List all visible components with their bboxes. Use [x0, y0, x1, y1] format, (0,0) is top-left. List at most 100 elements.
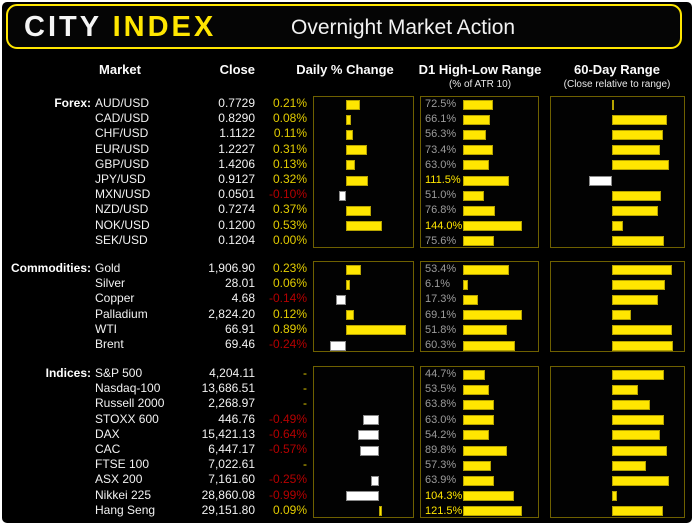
close-value-cell: 7,022.61	[208, 457, 255, 472]
column-header-60day-range: 60-Day Range	[574, 62, 660, 77]
market-name-cell: GBP/USD	[95, 156, 150, 171]
atr-bar	[463, 279, 469, 290]
daily-change-value-cell: -	[303, 366, 307, 380]
atr-percent-label: 75.6%	[425, 234, 457, 247]
daily-change-value-cell: -0.99%	[268, 487, 307, 502]
range60-bar-row	[551, 413, 684, 428]
daily-change-value-cell: -0.49%	[268, 411, 307, 426]
atr-bar	[463, 129, 487, 140]
atr-percent-label: 111.5%	[425, 174, 461, 186]
column-header-daily-change: Daily % Change	[296, 62, 394, 77]
range60-bar-row	[551, 158, 684, 173]
range60-bar-upper-half	[611, 236, 664, 247]
atr-bar	[463, 175, 509, 186]
daily-change-bar-positive	[345, 114, 352, 125]
atr-bar	[463, 399, 494, 410]
atr-bar	[463, 190, 484, 201]
close-value-cell: 6,447.17	[208, 442, 255, 456]
atr-percent-label: 63.9%	[425, 474, 457, 487]
daily-change-bar-positive	[345, 145, 367, 156]
page-title: Overnight Market Action	[291, 16, 516, 39]
close-value-cell: 2,268.97	[208, 396, 255, 411]
range60-bar-upper-half	[611, 491, 617, 502]
atr-bar-row: 53.4%	[421, 262, 538, 277]
atr-bar-row: 73.4%	[421, 143, 538, 158]
atr-bar	[463, 294, 478, 305]
atr-bar	[463, 99, 493, 110]
close-value-cell: 0.1200	[218, 217, 255, 232]
market-name-cell: AUD/USD	[95, 96, 150, 110]
atr-bar	[463, 415, 494, 426]
daily-change-bar-positive	[345, 129, 354, 140]
atr-percent-label: 144.0%	[425, 219, 463, 232]
market-name-cell: NZD/USD	[95, 202, 149, 217]
range60-bar-row	[551, 127, 684, 142]
daily-change-value-cell: -0.64%	[268, 426, 307, 441]
atr-percent-label: 6.1%	[425, 278, 451, 291]
atr-bar	[463, 430, 490, 441]
daily-change-bar-negative	[336, 294, 346, 305]
daily-change-bar-positive	[345, 310, 354, 321]
market-name-cell: CAD/USD	[95, 111, 150, 126]
atr-bar	[463, 325, 508, 336]
daily-change-bar-row	[314, 292, 413, 307]
daily-change-bar-row	[314, 413, 413, 428]
atr-percent-label: 121.5%	[425, 504, 463, 517]
atr-bar	[463, 460, 491, 471]
atr-percent-label: 44.7%	[425, 368, 457, 380]
range60-bar-upper-half	[611, 114, 667, 125]
range60-bar-lower-half	[588, 175, 612, 186]
atr-percent-label: 63.8%	[425, 398, 457, 411]
daily-change-bar-row	[314, 277, 413, 292]
range60-bar-row	[551, 173, 684, 188]
market-name-cell: WTI	[95, 321, 117, 336]
daily-change-value-cell: 0.13%	[272, 156, 307, 171]
atr-percent-label: 51.0%	[425, 189, 457, 202]
market-section: Commodities: Gold 1,906.90 0.23% Silver 28.01…	[2, 261, 690, 353]
range60-bar-upper-half	[611, 506, 663, 517]
daily-change-chart	[313, 261, 414, 353]
market-name-cell: JPY/USD	[95, 172, 146, 186]
market-name-cell: DAX	[95, 426, 120, 441]
daily-change-bar-negative	[362, 415, 379, 426]
atr-bar-row: 54.2%	[421, 428, 538, 443]
range60-bar-row	[551, 188, 684, 203]
range60-bar-upper-half	[611, 460, 647, 471]
close-value-cell: 1.4206	[218, 156, 255, 171]
market-name-cell: ASX 200	[95, 472, 143, 487]
daily-change-bar-positive	[345, 205, 371, 216]
daily-change-bar-row	[314, 97, 413, 112]
market-name-cell: CHF/USD	[95, 126, 149, 141]
daily-change-value-cell: -0.57%	[268, 442, 307, 456]
atr-percent-label: 76.8%	[425, 204, 457, 217]
range60-bar-row	[551, 219, 684, 234]
daily-change-value-cell: 0.00%	[272, 232, 307, 247]
daily-change-value-cell: 0.06%	[272, 276, 307, 291]
atr-bar-row: 51.0%	[421, 188, 538, 203]
daily-change-bar-row	[314, 367, 413, 382]
d1-range-chart: 53.4% 6.1% 17.3% 69.1% 51.8% 60.3%	[420, 261, 539, 353]
range60-bar-row	[551, 292, 684, 307]
range60-bar-upper-half	[611, 384, 639, 395]
daily-change-bar-row	[314, 338, 413, 353]
section-label: Indices:	[45, 366, 91, 380]
atr-percent-label: 54.2%	[425, 428, 457, 441]
range60-bar-upper-half	[611, 160, 670, 171]
range60-bar-row	[551, 489, 684, 504]
daily-change-bar-positive	[345, 175, 368, 186]
close-value-cell: 28.01	[224, 276, 255, 291]
atr-bar-row: 63.9%	[421, 473, 538, 488]
market-name-cell: Hang Seng	[95, 502, 156, 517]
sixty-day-range-chart	[550, 96, 685, 248]
atr-percent-label: 89.8%	[425, 444, 457, 456]
daily-change-bar-negative	[339, 190, 346, 201]
range60-bar-row	[551, 473, 684, 488]
atr-bar-row: 51.8%	[421, 323, 538, 338]
close-value-cell: 0.8290	[218, 111, 255, 126]
atr-percent-label: 72.5%	[425, 98, 457, 110]
atr-bar	[463, 221, 522, 232]
range60-bar-row	[551, 428, 684, 443]
atr-bar-row: 104.3%	[421, 489, 538, 504]
daily-change-bar-negative	[360, 445, 379, 456]
range60-bar-upper-half	[611, 340, 673, 351]
